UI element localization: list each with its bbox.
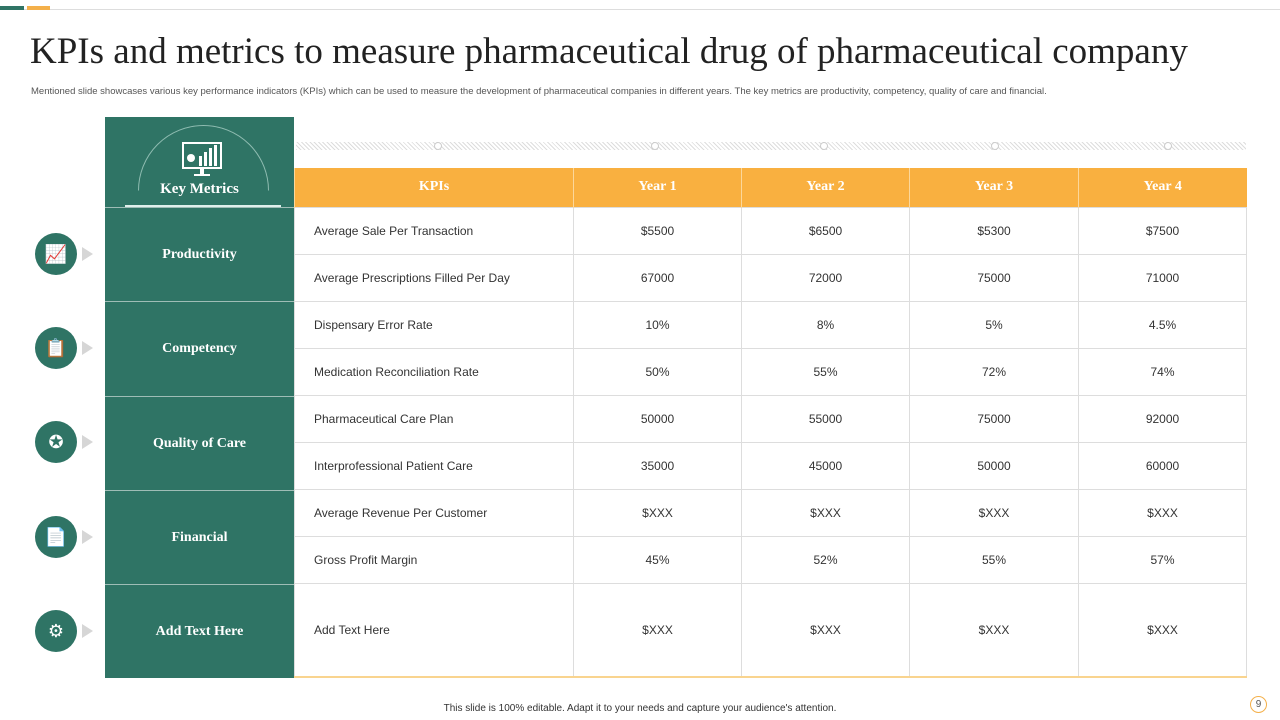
value-cell: $6500 — [741, 206, 910, 255]
value-cell: 72000 — [741, 253, 910, 302]
value-cell: $XXX — [909, 488, 1079, 537]
financial-report-icon: 📄 — [35, 516, 77, 558]
marker-dot — [991, 142, 999, 150]
award-badge-icon: ✪ — [35, 421, 77, 463]
clipboard-icon: 📋 — [35, 327, 77, 369]
value-cell: 35000 — [573, 441, 742, 490]
value-cell: $XXX — [573, 488, 742, 537]
arrow-icon — [82, 435, 93, 449]
table-row: Interprofessional Patient Care 35000 45000… — [294, 441, 1247, 490]
value-cell: 55000 — [741, 394, 910, 443]
value-cell: $XXX — [909, 582, 1079, 678]
value-cell: 57% — [1078, 535, 1247, 584]
table-header-row: KPIs Year 1 Year 2 Year 3 Year 4 — [294, 168, 1247, 207]
column-header: Year 3 — [909, 168, 1079, 207]
key-metrics-underline — [125, 205, 281, 207]
kpi-name-cell: Average Revenue Per Customer — [294, 488, 574, 537]
table-row: Average Revenue Per Customer $XXX $XXX $XXX… — [294, 488, 1247, 537]
value-cell: 67000 — [573, 253, 742, 302]
value-cell: 10% — [573, 300, 742, 349]
value-cell: 75000 — [909, 394, 1079, 443]
column-header: Year 1 — [573, 168, 742, 207]
kpi-name-cell: Average Prescriptions Filled Per Day — [294, 253, 574, 302]
top-divider — [0, 9, 1280, 10]
accent-bar-orange — [27, 6, 50, 10]
category-competency: Competency — [105, 301, 294, 396]
value-cell: 8% — [741, 300, 910, 349]
category-quality-of-care: Quality of Care — [105, 396, 294, 490]
value-cell: $XXX — [1078, 488, 1247, 537]
value-cell: 50% — [573, 347, 742, 396]
key-metrics-label: Key Metrics — [160, 181, 239, 197]
table-row: Gross Profit Margin 45% 52% 55% 57% — [294, 535, 1247, 584]
column-header: KPIs — [294, 168, 574, 207]
marker-dot — [820, 142, 828, 150]
value-cell: $XXX — [1078, 582, 1247, 678]
value-cell: $XXX — [741, 582, 910, 678]
kpi-table: KPIs Year 1 Year 2 Year 3 Year 4 Average Sal… — [294, 168, 1247, 678]
kpi-name-cell: Medication Reconciliation Rate — [294, 347, 574, 396]
kpi-name-cell: Interprofessional Patient Care — [294, 441, 574, 490]
value-cell: 92000 — [1078, 394, 1247, 443]
subtitle: Mentioned slide showcases various key pe… — [31, 86, 1047, 97]
category-financial: Financial — [105, 490, 294, 584]
value-cell: $5500 — [573, 206, 742, 255]
kpi-name-cell: Gross Profit Margin — [294, 535, 574, 584]
value-cell: 50000 — [573, 394, 742, 443]
table-row: Medication Reconciliation Rate 50% 55% 72% 7… — [294, 347, 1247, 396]
marker-dot — [1164, 142, 1172, 150]
kpi-name-cell: Add Text Here — [294, 582, 574, 678]
arrow-icon — [82, 341, 93, 355]
column-header: Year 2 — [741, 168, 910, 207]
page-title: KPIs and metrics to measure pharmaceutic… — [30, 31, 1188, 72]
value-cell: 45% — [573, 535, 742, 584]
value-cell: 45000 — [741, 441, 910, 490]
column-header: Year 4 — [1078, 168, 1247, 207]
key-metrics-header: Key Metrics — [105, 117, 294, 207]
value-cell: $XXX — [741, 488, 910, 537]
kpi-name-cell: Dispensary Error Rate — [294, 300, 574, 349]
value-cell: 52% — [741, 535, 910, 584]
category-productivity: Productivity — [105, 207, 294, 301]
arrow-icon — [82, 624, 93, 638]
table-row: Average Sale Per Transaction $5500 $6500 $5… — [294, 206, 1247, 255]
value-cell: 72% — [909, 347, 1079, 396]
table-row: Pharmaceutical Care Plan 50000 55000 75000 9… — [294, 394, 1247, 443]
value-cell: 55% — [741, 347, 910, 396]
arrow-icon — [82, 247, 93, 261]
page-number: 9 — [1250, 696, 1267, 713]
value-cell: 55% — [909, 535, 1079, 584]
dashboard-monitor-icon — [182, 142, 222, 176]
value-cell: 4.5% — [1078, 300, 1247, 349]
value-cell: $5300 — [909, 206, 1079, 255]
table-row: Average Prescriptions Filled Per Day 6700… — [294, 253, 1247, 302]
value-cell: 50000 — [909, 441, 1079, 490]
arrow-icon — [82, 530, 93, 544]
growth-chart-icon: 📈 — [35, 233, 77, 275]
value-cell: $XXX — [573, 582, 742, 678]
marker-dot — [434, 142, 442, 150]
stripe-decoration — [296, 142, 1246, 150]
monitor-gear-icon: ⚙ — [35, 610, 77, 652]
value-cell: 74% — [1078, 347, 1247, 396]
value-cell: $7500 — [1078, 206, 1247, 255]
footer-text: This slide is 100% editable. Adapt it to… — [443, 703, 837, 714]
marker-dot — [651, 142, 659, 150]
table-row: Dispensary Error Rate 10% 8% 5% 4.5% — [294, 300, 1247, 349]
value-cell: 75000 — [909, 253, 1079, 302]
table-row: Add Text Here $XXX $XXX $XXX $XXX — [294, 582, 1247, 678]
kpi-name-cell: Pharmaceutical Care Plan — [294, 394, 574, 443]
value-cell: 71000 — [1078, 253, 1247, 302]
value-cell: 60000 — [1078, 441, 1247, 490]
kpi-name-cell: Average Sale Per Transaction — [294, 206, 574, 255]
metrics-panel: Key Metrics Productivity Competency Qual… — [105, 117, 294, 678]
category-add-text: Add Text Here — [105, 584, 294, 678]
value-cell: 5% — [909, 300, 1079, 349]
accent-bar-green — [0, 6, 24, 10]
